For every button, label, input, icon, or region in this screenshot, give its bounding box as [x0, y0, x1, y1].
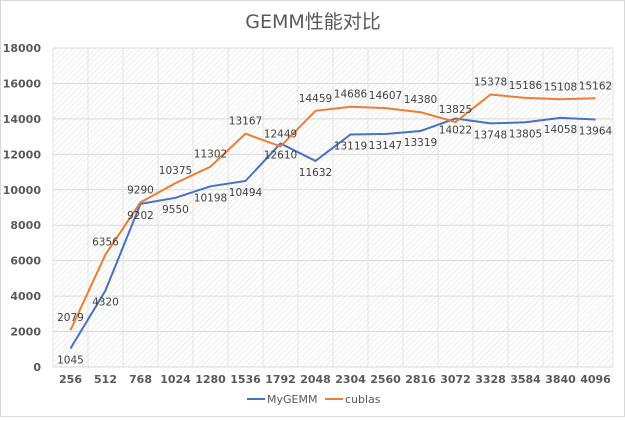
y-tick-label: 8000 [10, 219, 41, 232]
series-lines [69, 93, 596, 350]
data-label-cublas: 14459 [299, 93, 332, 105]
y-tick-label: 0 [33, 361, 41, 374]
x-tick-label: 3840 [545, 373, 576, 386]
data-label-mygemm: 14058 [544, 124, 577, 136]
series-line-cublas [69, 93, 596, 331]
x-tick-label: 1024 [160, 373, 191, 386]
data-label-cublas: 15108 [544, 81, 577, 93]
data-label-cublas: 6356 [92, 236, 119, 248]
data-label-cublas: 15186 [509, 80, 543, 92]
data-label-mygemm: 14022 [439, 124, 472, 136]
data-label-mygemm: 13964 [579, 126, 613, 138]
data-label-mygemm: 9202 [127, 210, 154, 222]
x-tick-label: 3584 [510, 373, 541, 386]
y-tick-label: 6000 [10, 255, 41, 268]
y-tick-label: 18000 [3, 42, 42, 55]
data-label-mygemm: 13805 [509, 128, 542, 140]
data-label-cublas: 2079 [57, 312, 84, 324]
data-label-mygemm: 13319 [404, 137, 437, 149]
x-tick-label: 2048 [300, 373, 331, 386]
data-label-mygemm: 12610 [264, 150, 297, 162]
y-tick-label: 4000 [10, 290, 41, 303]
data-label-cublas: 11302 [194, 149, 227, 161]
legend: MyGEMM cublas [247, 393, 381, 406]
data-label-cublas: 15378 [474, 76, 507, 88]
y-tick-label: 16000 [3, 77, 42, 90]
data-label-cublas: 13167 [229, 116, 262, 128]
x-tick-label: 1792 [265, 373, 296, 386]
legend-label: MyGEMM [267, 393, 317, 406]
data-label-cublas: 14380 [404, 94, 437, 106]
x-tick-label: 4096 [580, 373, 611, 386]
series-line-mygemm [69, 116, 596, 350]
data-label-cublas: 14686 [334, 89, 368, 101]
data-label-mygemm: 13119 [334, 141, 367, 153]
data-label-mygemm: 13147 [369, 140, 402, 152]
x-tick-label: 1536 [230, 373, 261, 386]
legend-label: cublas [345, 393, 381, 406]
x-tick-label: 2304 [335, 373, 366, 386]
x-tick-label: 3328 [475, 373, 506, 386]
y-tick-label: 10000 [3, 184, 42, 197]
data-label-cublas: 12449 [264, 128, 297, 140]
data-label-mygemm: 10494 [229, 187, 263, 199]
data-label-mygemm: 13748 [474, 129, 507, 141]
y-tick-label: 12000 [3, 148, 42, 161]
data-label-cublas: 9290 [127, 184, 154, 196]
x-tick-label: 768 [129, 373, 152, 386]
x-tick-label: 3072 [440, 373, 471, 386]
x-tick-label: 2816 [405, 373, 436, 386]
data-label-mygemm: 9550 [162, 204, 189, 216]
data-label-mygemm: 1045 [57, 354, 84, 366]
data-label-cublas: 14607 [369, 90, 402, 102]
data-label-cublas: 10375 [159, 165, 192, 177]
x-axis: 256 512 768 1024 1280 1536 1792 2048 2304 2560 281… [59, 373, 611, 386]
data-label-mygemm: 4320 [92, 296, 119, 308]
gridlines [52, 47, 614, 368]
x-tick-label: 2560 [370, 373, 401, 386]
data-label-cublas: 13825 [439, 104, 472, 116]
x-tick-label: 256 [59, 373, 82, 386]
chart-title: GEMM性能对比 [245, 11, 381, 33]
y-axis: 0 2000 4000 6000 8000 10000 12000 14000 16000 180… [3, 42, 42, 374]
data-label-mygemm: 10198 [194, 192, 227, 204]
x-tick-label: 1280 [195, 373, 226, 386]
y-tick-label: 14000 [3, 113, 42, 126]
data-label-mygemm: 11632 [299, 167, 332, 179]
data-label-cublas: 15162 [579, 80, 612, 92]
y-tick-label: 2000 [10, 326, 41, 339]
x-tick-label: 512 [94, 373, 117, 386]
